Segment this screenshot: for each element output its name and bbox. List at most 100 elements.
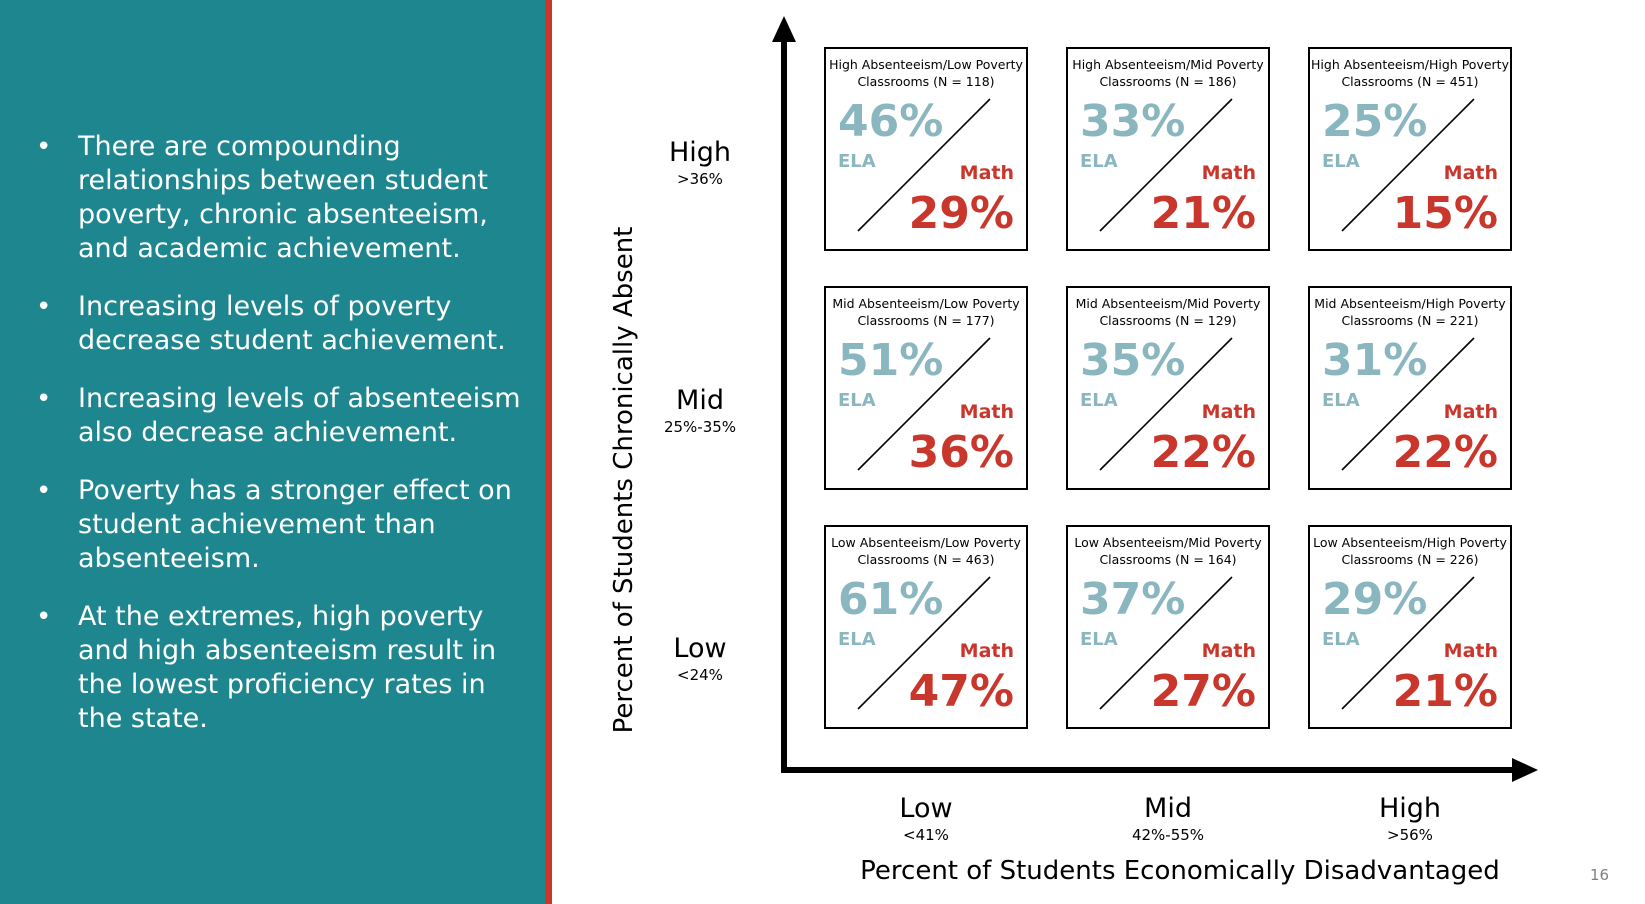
cell-title-line: Classrooms (N = 186) [1099, 74, 1237, 89]
math-label: Math [1201, 401, 1256, 423]
x-axis-title: Percent of Students Economically Disadva… [860, 856, 1500, 886]
math-label: Math [1443, 640, 1498, 662]
math-label: Math [959, 162, 1014, 184]
y-level-name: Low [673, 633, 727, 664]
matrix-cell: Low Absenteeism/High Poverty Classrooms (… [1308, 525, 1512, 729]
cell-title-line: Classrooms (N = 221) [1341, 313, 1479, 328]
x-level-name: High [1378, 793, 1442, 824]
cell-title-line: Classrooms (N = 463) [857, 552, 995, 567]
math-value: 36% [908, 427, 1014, 478]
cell-title: Low Absenteeism/Mid Poverty Classrooms (N… [1068, 534, 1268, 568]
matrix-cell: High Absenteeism/High Poverty Classrooms … [1308, 47, 1512, 251]
x-level-name: Mid [1144, 793, 1192, 824]
x-level-range: >56% [1387, 826, 1433, 844]
ela-value: 61% [838, 574, 944, 625]
cell-title-line: Classrooms (N = 129) [1099, 313, 1237, 328]
cell-title-line: Classrooms (N = 164) [1099, 552, 1237, 567]
cell-title-line: Classrooms (N = 226) [1341, 552, 1479, 567]
bullet-item: • Poverty has a stronger effect on studen… [36, 474, 526, 576]
bullet-dot-icon: • [36, 476, 52, 506]
diagonal-divider [1099, 576, 1233, 710]
matrix-cell: Low Absenteeism/Low Poverty Classrooms (N… [824, 525, 1028, 729]
math-label: Math [1443, 162, 1498, 184]
ela-value: 33% [1080, 96, 1186, 147]
cell-title: Mid Absenteeism/Mid Poverty Classrooms (N… [1068, 295, 1268, 329]
cell-title: Low Absenteeism/High Poverty Classrooms (… [1310, 534, 1510, 568]
bullet-dot-icon: • [36, 132, 52, 162]
bullet-dot-icon: • [36, 602, 52, 632]
cell-title-line: Low Absenteeism/High Poverty [1313, 535, 1507, 550]
cell-title-line: Mid Absenteeism/Mid Poverty [1075, 296, 1261, 311]
math-label: Math [1201, 640, 1256, 662]
math-value: 29% [908, 188, 1014, 239]
cell-title-line: Low Absenteeism/Mid Poverty [1074, 535, 1262, 550]
math-value: 21% [1150, 188, 1256, 239]
y-level-range: 25%-35% [663, 418, 737, 436]
y-level-range: >36% [677, 170, 723, 188]
math-value: 22% [1392, 427, 1498, 478]
ela-value: 46% [838, 96, 944, 147]
ela-value: 37% [1080, 574, 1186, 625]
y-level-name: Mid [676, 385, 724, 416]
matrix-cell: Mid Absenteeism/Low Poverty Classrooms (N… [824, 286, 1028, 490]
cell-title-line: Mid Absenteeism/High Poverty [1314, 296, 1506, 311]
bullet-text: There are compounding relationships betw… [78, 131, 488, 264]
y-level-range: <24% [677, 666, 723, 684]
math-label: Math [1443, 401, 1498, 423]
bullet-text: Poverty has a stronger effect on student… [78, 475, 512, 574]
bullet-text: Increasing levels of absenteeism also de… [78, 383, 521, 448]
x-level-high: High >56% [1350, 793, 1470, 845]
diagonal-divider [1099, 98, 1233, 232]
cell-title-line: Classrooms (N = 451) [1341, 74, 1479, 89]
bullet-list: • There are compounding relationships bet… [36, 130, 526, 760]
math-value: 21% [1392, 666, 1498, 717]
cell-title-line: Mid Absenteeism/Low Poverty [832, 296, 1020, 311]
bullet-text: Increasing levels of poverty decrease st… [78, 291, 506, 356]
bullet-item: • There are compounding relationships bet… [36, 130, 526, 266]
matrix-cell: High Absenteeism/Mid Poverty Classrooms (… [1066, 47, 1270, 251]
cell-title: High Absenteeism/Mid Poverty Classrooms (… [1068, 56, 1268, 90]
matrix-cell: High Absenteeism/Low Poverty Classrooms (… [824, 47, 1028, 251]
cell-title-line: Classrooms (N = 177) [857, 313, 995, 328]
x-axis-arrow-icon [1512, 758, 1538, 782]
y-level-high: High >36% [640, 137, 760, 189]
diagonal-divider [1341, 98, 1475, 232]
ela-label: ELA [1322, 629, 1360, 650]
bullet-item: • Increasing levels of absenteeism also d… [36, 382, 526, 450]
diagonal-divider [1341, 337, 1475, 471]
y-axis-line [781, 30, 787, 773]
y-axis-title: Percent of Students Chronically Absent [609, 226, 639, 734]
ela-label: ELA [1080, 390, 1118, 411]
bullet-dot-icon: • [36, 384, 52, 414]
page-number: 16 [1590, 866, 1610, 884]
ela-label: ELA [838, 390, 876, 411]
math-value: 47% [908, 666, 1014, 717]
ela-value: 35% [1080, 335, 1186, 386]
diagonal-divider [857, 576, 991, 710]
ela-label: ELA [838, 151, 876, 172]
cell-title: High Absenteeism/Low Poverty Classrooms (… [826, 56, 1026, 90]
x-level-range: <41% [903, 826, 949, 844]
ela-value: 31% [1322, 335, 1428, 386]
ela-label: ELA [1080, 629, 1118, 650]
y-level-name: High [668, 137, 732, 168]
matrix-cell: Mid Absenteeism/High Poverty Classrooms (… [1308, 286, 1512, 490]
cell-title-line: High Absenteeism/High Poverty [1311, 57, 1509, 72]
left-panel: • There are compounding relationships bet… [0, 0, 545, 904]
cell-title: High Absenteeism/High Poverty Classrooms … [1310, 56, 1510, 90]
cell-title-line: Classrooms (N = 118) [857, 74, 995, 89]
ela-label: ELA [1322, 390, 1360, 411]
y-axis-arrow-icon [772, 16, 796, 42]
y-level-mid: Mid 25%-35% [640, 385, 760, 437]
math-label: Math [1201, 162, 1256, 184]
math-value: 27% [1150, 666, 1256, 717]
diagonal-divider [1099, 337, 1233, 471]
x-axis-line [781, 767, 1521, 773]
matrix-cell: Mid Absenteeism/Mid Poverty Classrooms (N… [1066, 286, 1270, 490]
diagonal-divider [1341, 576, 1475, 710]
diagonal-divider [857, 337, 991, 471]
ela-value: 25% [1322, 96, 1428, 147]
cell-title-line: Low Absenteeism/Low Poverty [831, 535, 1021, 550]
x-level-mid: Mid 42%-55% [1108, 793, 1228, 845]
ela-label: ELA [838, 629, 876, 650]
